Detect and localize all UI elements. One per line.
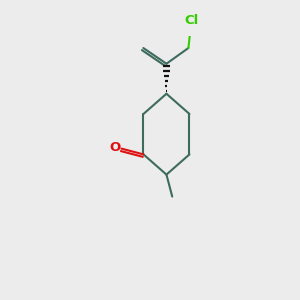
Text: O: O xyxy=(109,141,120,154)
Text: Cl: Cl xyxy=(185,14,199,27)
